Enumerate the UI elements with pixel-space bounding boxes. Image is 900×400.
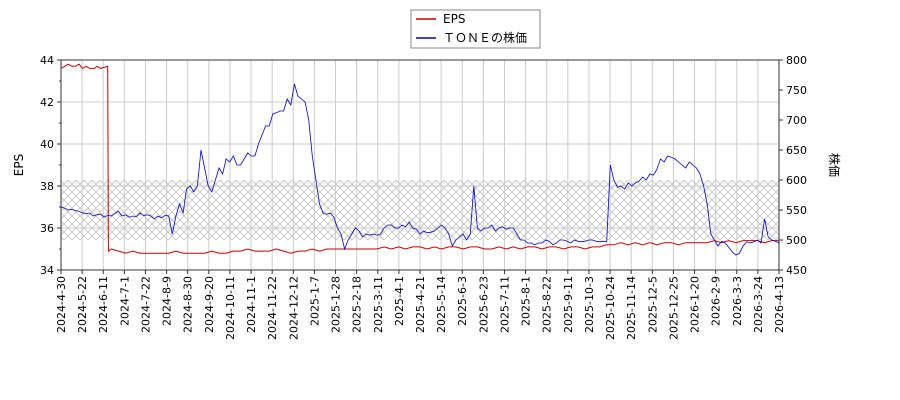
x-tick-label: 2025-3-11	[372, 276, 385, 333]
x-tick-label: 2025-8-1	[520, 276, 533, 326]
y-right-tick-label: 800	[786, 54, 807, 67]
x-tick-label: 2026-1-20	[689, 276, 702, 333]
y-left-tick-label: 40	[40, 138, 54, 151]
x-tick-label: 2024-8-30	[182, 276, 195, 333]
x-tick-label: 2026-3-3	[731, 276, 744, 326]
plot-frame	[60, 59, 780, 271]
x-tick-label: 2025-2-18	[351, 276, 364, 333]
x-tick-label: 2025-10-3	[583, 276, 596, 333]
y-left-tick-label: 44	[40, 54, 54, 67]
x-tick-label: 2025-1-28	[330, 276, 343, 333]
x-tick-label: 2024-6-11	[97, 276, 110, 333]
y-axis-left-title: EPS	[12, 154, 26, 176]
x-tick-label: 2025-4-1	[393, 276, 406, 326]
x-tick-label: 2025-11-14	[625, 276, 638, 340]
x-tick-label: 2026-4-13	[773, 276, 786, 333]
y-left-tick-label: 34	[40, 264, 54, 277]
x-tick-label: 2025-4-21	[414, 276, 427, 333]
y-right-tick-label: 550	[786, 204, 807, 217]
y-right-tick-label: 700	[786, 114, 807, 127]
x-tick-label: 2025-5-14	[435, 276, 448, 333]
x-tick-label: 2025-6-3	[456, 276, 469, 326]
x-tick-label: 2024-12-12	[287, 276, 300, 340]
legend-box	[410, 9, 541, 49]
x-tick-label: 2025-7-11	[498, 276, 511, 333]
y-right-tick-label: 650	[786, 144, 807, 157]
x-tick-label: 2024-9-20	[203, 276, 216, 333]
x-tick-label: 2026-2-9	[710, 276, 723, 326]
x-tick-label: 2024-11-1	[245, 276, 258, 333]
y-axis-right-title: 株価	[827, 153, 842, 177]
x-tick-label: 2024-4-30	[55, 276, 68, 333]
legend-label-price: ＴＯＮＥの株価	[443, 30, 527, 45]
x-tick-label: 2025-12-25	[667, 276, 680, 340]
x-axis: 2024-4-30 2024-5-22 2024-6-11 2024-7-1 2024-…	[55, 270, 786, 340]
x-tick-label: 2024-8-9	[161, 276, 174, 326]
x-tick-label: 2024-5-22	[76, 276, 89, 333]
x-tick-label: 2025-1-7	[308, 276, 321, 326]
y-right-tick-label: 500	[786, 234, 807, 247]
y-right-tick-label: 600	[786, 174, 807, 187]
x-tick-label: 2025-6-23	[477, 276, 490, 333]
x-tick-label: 2025-9-11	[562, 276, 575, 333]
price-line	[60, 83, 780, 256]
x-tick-label: 2024-7-1	[118, 276, 131, 326]
legend: EPS ＴＯＮＥの株価	[410, 9, 541, 49]
x-tick-label: 2024-7-22	[139, 276, 152, 333]
x-tick-label: 2024-10-11	[224, 276, 237, 340]
x-tick-label: 2026-3-24	[752, 276, 765, 333]
y-left-tick-label: 42	[40, 96, 54, 109]
y-left-tick-label: 38	[40, 180, 54, 193]
x-tick-label: 2025-10-24	[604, 276, 617, 340]
y-right-tick-label: 750	[786, 84, 807, 97]
x-tick-label: 2025-8-22	[541, 276, 554, 333]
y-axis-right: 450 500 550 600 650 700 750 800	[779, 54, 807, 277]
x-tick-label: 2025-12-5	[646, 276, 659, 333]
y-axis-left: 34 36 38 40 42 44	[40, 54, 61, 277]
legend-label-eps: EPS	[443, 12, 465, 26]
y-right-tick-label: 450	[786, 264, 807, 277]
y-left-tick-label: 36	[40, 222, 54, 235]
x-tick-label: 2024-11-22	[266, 276, 279, 340]
eps-line	[60, 63, 779, 254]
